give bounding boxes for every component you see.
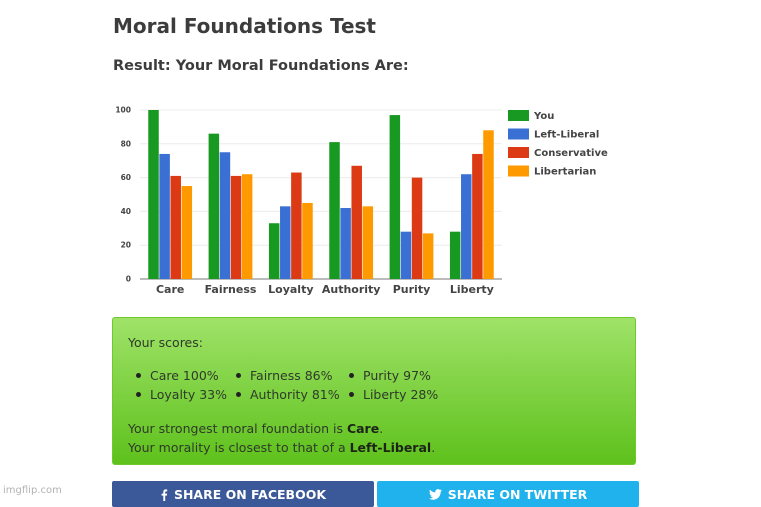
bar [241, 174, 253, 279]
bar [329, 142, 340, 279]
scores-heading: Your scores: [128, 335, 203, 350]
bar [268, 223, 280, 279]
bar [362, 206, 374, 279]
bullet-icon [136, 373, 141, 378]
score-item-fairness: Fairness 86% [236, 368, 333, 383]
bar [280, 206, 291, 279]
bar [219, 152, 231, 279]
bar [170, 175, 181, 279]
bar [411, 177, 423, 279]
chart-legend: You Left-Liberal Conservative Libertarian [508, 110, 608, 178]
page-title: Moral Foundations Test [113, 14, 376, 38]
bullet-icon [236, 392, 241, 397]
bar [389, 115, 401, 279]
score-item-liberty: Liberty 28% [349, 387, 438, 402]
twitter-icon [428, 489, 442, 500]
legend-label: You [533, 111, 554, 122]
x-tick-label: Fairness [205, 283, 257, 296]
share-twitter-label: SHARE ON TWITTER [447, 487, 588, 502]
bar [351, 165, 362, 279]
x-tick-label: Purity [393, 283, 431, 296]
bar [449, 231, 461, 279]
strongest-foundation-value: Care [346, 421, 380, 436]
score-item-care: Care 100% [136, 368, 219, 383]
scores-panel: Your scores: Care 100% Fairness 86% Puri… [112, 317, 636, 465]
bar [291, 172, 302, 279]
legend-label: Libertarian [534, 167, 596, 178]
bar [461, 174, 472, 279]
legend-swatch [508, 110, 529, 121]
legend-swatch [508, 147, 529, 158]
score-item-authority: Authority 81% [236, 387, 340, 402]
score-item-purity: Purity 97% [349, 368, 431, 383]
bar [148, 110, 159, 279]
bar [400, 231, 412, 279]
y-tick-label: 100 [115, 106, 131, 115]
legend-swatch [508, 128, 529, 140]
chart-y-ticks: 0 20 40 60 80 100 [115, 106, 131, 284]
share-twitter-button[interactable]: SHARE ON TWITTER [377, 481, 639, 507]
result-subtitle: Result: Your Moral Foundations Are: [113, 58, 409, 74]
bar [483, 130, 494, 279]
legend-swatch [508, 165, 529, 177]
chart-gridlines [140, 109, 502, 280]
x-tick-label: Authority [322, 283, 381, 296]
chart-bars [148, 110, 494, 279]
bar [340, 208, 351, 279]
legend-label: Conservative [534, 148, 608, 159]
y-tick-label: 40 [121, 207, 131, 216]
bullet-icon [236, 373, 241, 378]
bar [422, 233, 434, 279]
legend-label: Left-Liberal [534, 130, 599, 141]
x-tick-label: Loyalty [268, 283, 313, 296]
bar [181, 186, 193, 279]
chart-x-ticks: Care Fairness Loyalty Authority Purity Libert… [156, 283, 494, 296]
bar [159, 153, 170, 279]
share-facebook-button[interactable]: SHARE ON FACEBOOK [112, 481, 374, 507]
bullet-icon [349, 392, 354, 397]
bullet-icon [349, 373, 354, 378]
bullet-icon [136, 392, 141, 397]
y-tick-label: 0 [126, 275, 131, 284]
x-tick-label: Care [156, 283, 184, 296]
y-tick-label: 80 [121, 139, 131, 148]
y-tick-label: 60 [121, 173, 131, 182]
closest-group-value: Left-Liberal [349, 440, 432, 455]
facebook-icon [161, 488, 168, 501]
closest-group-text: Your morality is closest to that of a Le… [128, 440, 436, 455]
share-facebook-label: SHARE ON FACEBOOK [173, 487, 327, 502]
bar [472, 153, 483, 279]
bar [230, 175, 242, 279]
watermark: imgflip.com [3, 485, 62, 496]
x-tick-label: Liberty [450, 283, 494, 296]
bar [208, 133, 220, 279]
y-tick-label: 20 [121, 241, 131, 250]
strongest-foundation-text: Your strongest moral foundation is Care. [128, 421, 384, 436]
score-item-loyalty: Loyalty 33% [136, 387, 227, 402]
foundations-bar-chart: 0 20 40 60 80 100 Care Fairness Loyalty Authorit… [115, 106, 608, 297]
bar [302, 202, 313, 279]
